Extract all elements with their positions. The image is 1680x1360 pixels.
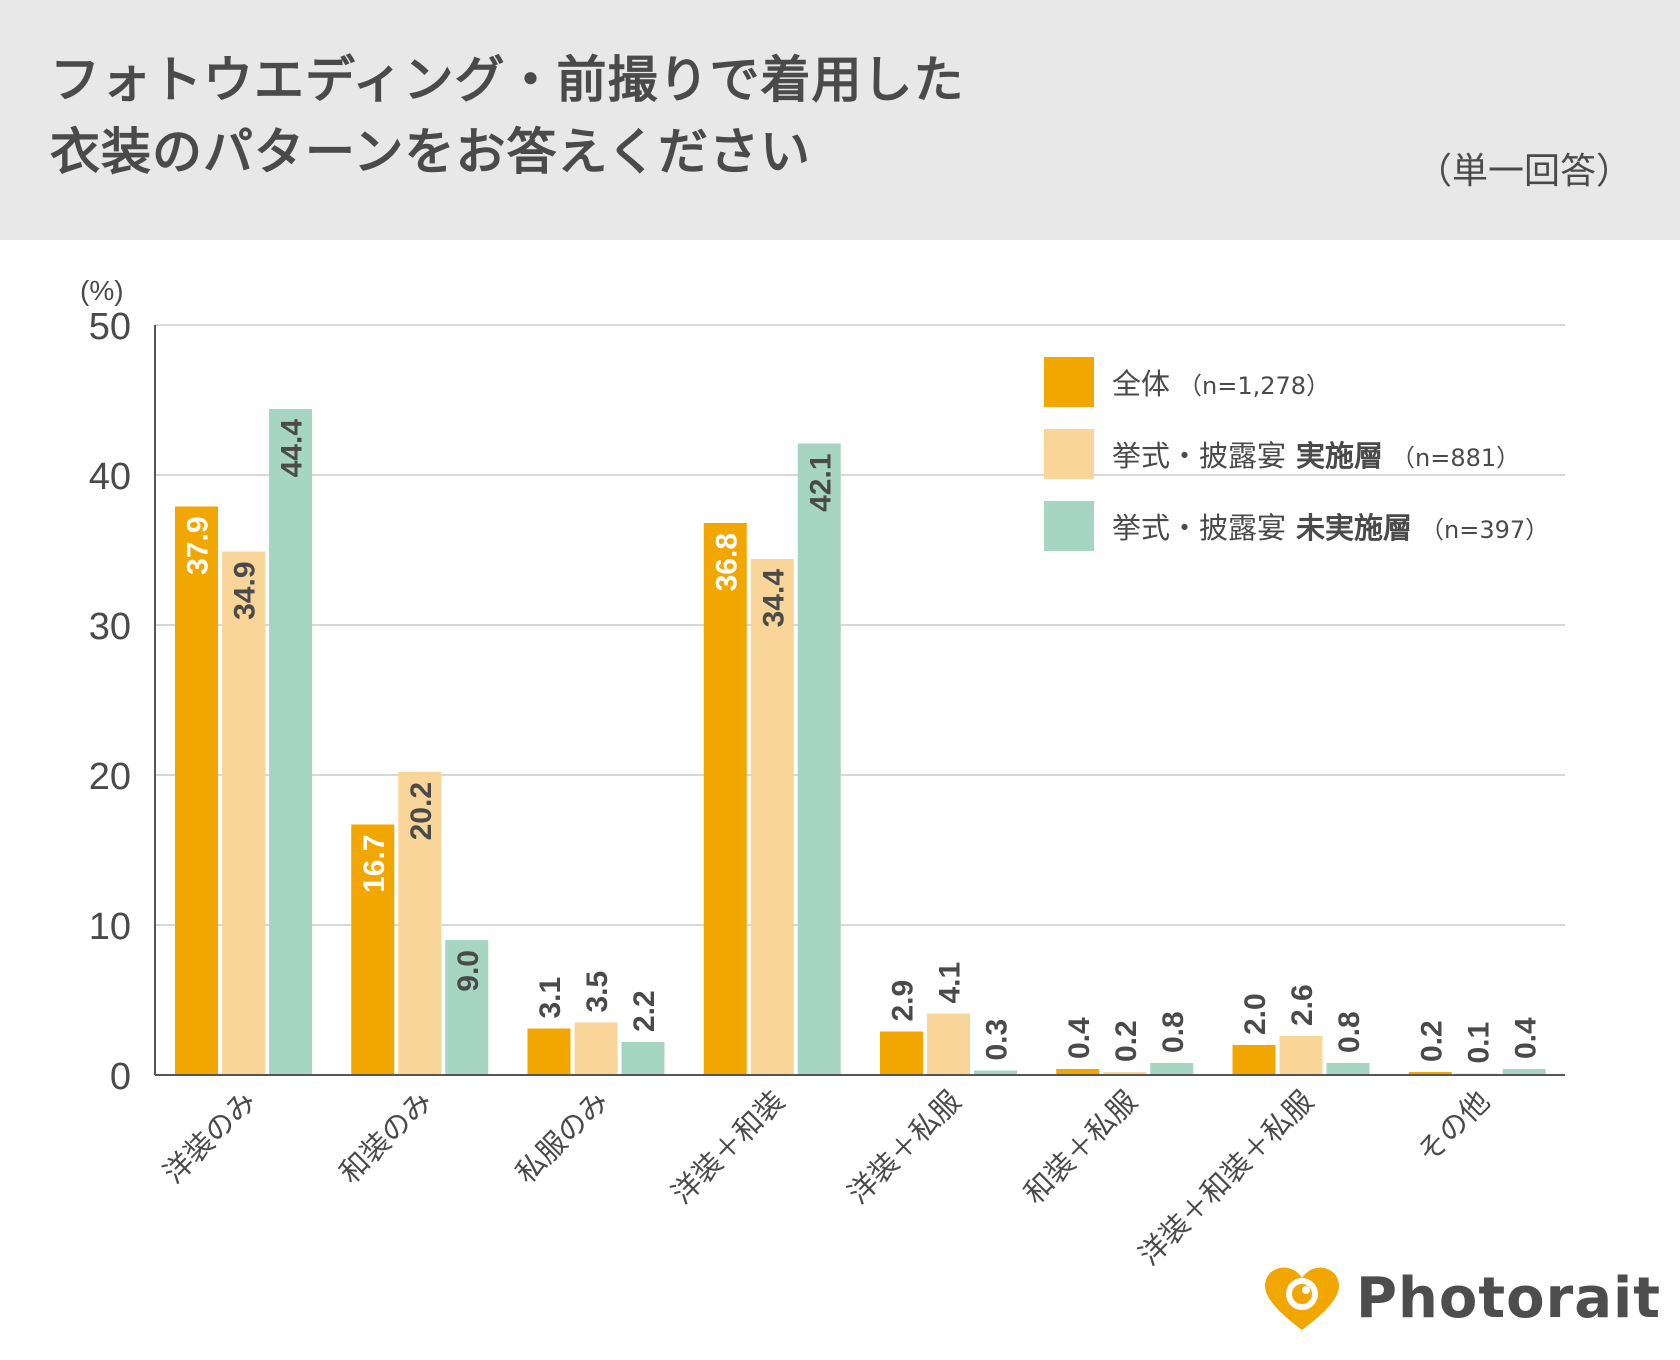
data-label: 2.6 [1286, 984, 1319, 1026]
data-label: 0.3 [981, 1019, 1014, 1061]
bar [574, 1022, 618, 1075]
bar [527, 1028, 571, 1075]
y-tick-label: 50 [89, 306, 131, 348]
legend-swatch-all [1044, 357, 1094, 407]
legend-item-all: 全体 （n=1,278） [1044, 356, 1604, 408]
data-label: 20.2 [405, 782, 438, 840]
x-tick-label: 洋装＋和装＋私服 [1132, 1084, 1320, 1272]
data-label: 36.8 [710, 533, 743, 591]
heart-camera-icon [1265, 1267, 1339, 1330]
bar [1279, 1036, 1323, 1075]
bar [351, 824, 395, 1075]
bar [398, 772, 442, 1075]
y-axis-unit: (%) [80, 275, 124, 306]
legend-label-held: 挙式・披露宴 実施層 （n=881） [1112, 439, 1521, 473]
bar [1103, 1072, 1147, 1075]
data-label: 9.0 [452, 950, 485, 992]
data-label: 3.5 [581, 971, 614, 1013]
data-label: 3.1 [534, 977, 567, 1019]
bar [703, 523, 747, 1075]
data-label: 0.8 [1333, 1011, 1366, 1053]
data-label: 34.4 [757, 569, 790, 628]
x-tick-label: 洋装のみ [156, 1084, 262, 1190]
bar [927, 1013, 970, 1075]
bar [797, 443, 841, 1075]
legend-item-not-held: 挙式・披露宴 未実施層 （n=397） [1044, 500, 1604, 552]
y-tick-label: 40 [89, 456, 131, 498]
legend-swatch-not-held [1044, 501, 1094, 551]
bar [1150, 1063, 1194, 1075]
legend-item-held: 挙式・披露宴 実施層 （n=881） [1044, 428, 1604, 480]
bar-chart: 0 10 20 30 40 50(%) 37.9 34.9 44.4 洋装のみ 16.7 20.2 9.… [80, 275, 1565, 1272]
bar [1326, 1063, 1370, 1075]
bar [880, 1031, 923, 1075]
data-label: 2.2 [628, 990, 661, 1032]
data-label: 34.9 [229, 562, 262, 620]
data-label: 16.7 [358, 835, 391, 893]
bar [974, 1070, 1017, 1075]
chart-title: フォトウエディング・前撮りで着用した 衣装のパターンをお答えください [50, 44, 965, 188]
x-tick-label: 洋装＋私服 [841, 1084, 968, 1211]
legend-label-not-held: 挙式・披露宴 未実施層 （n=397） [1112, 511, 1550, 545]
y-tick-label: 10 [89, 906, 131, 948]
bar [1408, 1072, 1452, 1075]
bar [1232, 1045, 1276, 1075]
bar [750, 559, 794, 1075]
data-label: 2.0 [1239, 993, 1272, 1035]
photorait-logo: Photorait [1262, 1262, 1661, 1334]
data-label: 44.4 [276, 419, 309, 478]
x-tick-label: 私服のみ [509, 1084, 615, 1190]
y-tick-label: 30 [89, 606, 131, 648]
data-label: 0.4 [1063, 1017, 1096, 1059]
x-tick-label: 和装のみ [333, 1084, 439, 1190]
x-tick-label: 和装＋私服 [1017, 1084, 1144, 1211]
title-line-2: 衣装のパターンをお答えください [50, 123, 811, 181]
bar [175, 506, 218, 1075]
answer-type-note: （単一回答） [1415, 151, 1632, 192]
logo-text: Photorait [1356, 1265, 1661, 1331]
y-tick-label: 20 [89, 756, 131, 798]
data-label: 0.2 [1110, 1020, 1143, 1062]
legend: 全体 （n=1,278） 挙式・披露宴 実施層 （n=881） 挙式・披露宴 未実施層（… [1044, 356, 1604, 572]
x-tick-label: 洋装＋和装 [665, 1084, 792, 1211]
bar [222, 551, 265, 1075]
data-label: 0.4 [1509, 1017, 1542, 1059]
data-label: 42.1 [804, 454, 837, 512]
data-label: 2.9 [887, 980, 920, 1022]
data-label: 0.2 [1415, 1020, 1448, 1062]
data-label: 0.8 [1157, 1011, 1190, 1053]
legend-swatch-held [1044, 429, 1094, 479]
x-tick-label: その他 [1411, 1084, 1497, 1170]
y-tick-label: 0 [110, 1056, 131, 1098]
bar [621, 1042, 665, 1075]
bar [1056, 1069, 1100, 1075]
data-label: 0.1 [1462, 1022, 1495, 1064]
data-label: 37.9 [182, 517, 215, 575]
legend-label-all: 全体 （n=1,278） [1112, 367, 1331, 401]
title-line-1: フォトウエディング・前撮りで着用した [50, 51, 965, 109]
data-label: 4.1 [934, 962, 967, 1004]
bar [269, 409, 312, 1075]
bar [1502, 1069, 1546, 1075]
bar [445, 940, 489, 1075]
header: フォトウエディング・前撮りで着用した 衣装のパターンをお答えください （単一回答… [0, 0, 1680, 240]
